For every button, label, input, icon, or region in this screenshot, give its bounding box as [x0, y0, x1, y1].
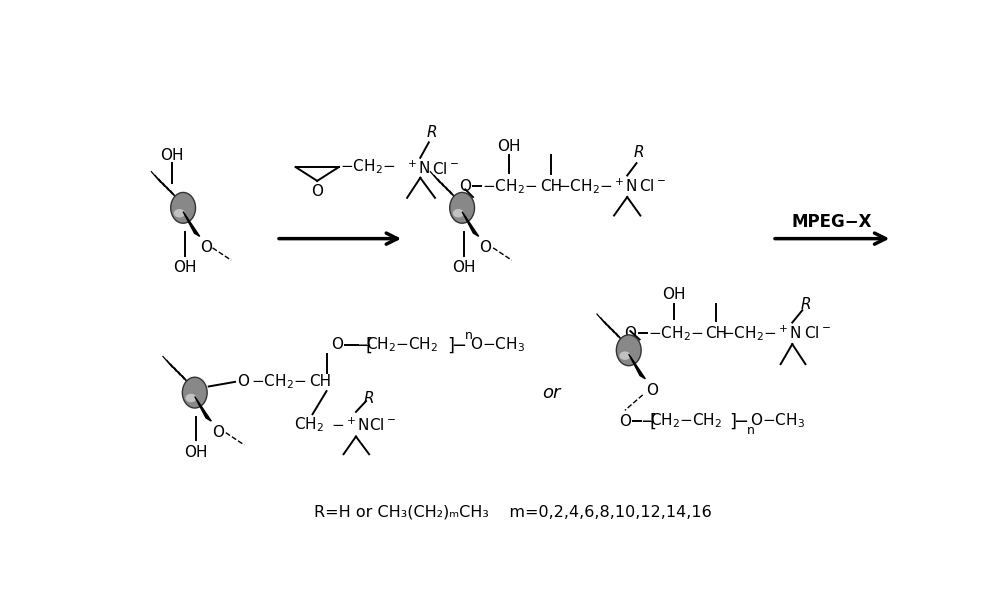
- Ellipse shape: [453, 209, 464, 217]
- Text: Cl$^-$: Cl$^-$: [369, 417, 396, 433]
- Text: Cl$^-$: Cl$^-$: [639, 178, 665, 194]
- Text: or: or: [542, 384, 560, 401]
- Text: $-\!\![$: $-\!\![$: [356, 335, 373, 354]
- Ellipse shape: [616, 335, 641, 365]
- Polygon shape: [629, 354, 645, 379]
- Text: CH$_2$$-$CH$_2$: CH$_2$$-$CH$_2$: [366, 336, 439, 354]
- Ellipse shape: [182, 377, 207, 408]
- Text: O: O: [619, 414, 631, 429]
- Ellipse shape: [450, 192, 475, 224]
- Text: $]\!\!-$: $]\!\!-$: [729, 411, 749, 431]
- Text: O$-$CH$_3$: O$-$CH$_3$: [470, 336, 524, 354]
- Text: $-$CH$_2$$-$: $-$CH$_2$$-$: [648, 324, 703, 343]
- Text: $^+$N: $^+$N: [776, 325, 802, 342]
- Text: R: R: [800, 297, 811, 312]
- Text: R: R: [427, 125, 437, 140]
- Ellipse shape: [174, 209, 185, 217]
- Text: CH: CH: [309, 375, 331, 389]
- Text: O: O: [331, 337, 343, 353]
- Text: $^+$N: $^+$N: [612, 178, 638, 195]
- Polygon shape: [462, 212, 479, 236]
- Text: $]\!\!-$: $]\!\!-$: [447, 335, 467, 354]
- Text: CH$_2$: CH$_2$: [294, 415, 324, 434]
- Text: O: O: [212, 425, 224, 440]
- Text: n: n: [747, 424, 755, 437]
- Text: $-$CH$_2$$-$: $-$CH$_2$$-$: [721, 324, 777, 343]
- Text: $-\!\![$: $-\!\![$: [640, 411, 656, 431]
- Text: OH: OH: [497, 139, 520, 153]
- Text: O: O: [459, 179, 471, 194]
- Text: CH: CH: [705, 326, 727, 341]
- Ellipse shape: [619, 351, 631, 360]
- Text: O: O: [200, 241, 212, 255]
- Text: OH: OH: [452, 261, 475, 275]
- Text: O: O: [479, 241, 491, 255]
- Text: R: R: [634, 145, 644, 160]
- Text: MPEG−X: MPEG−X: [792, 213, 872, 231]
- Polygon shape: [183, 212, 200, 236]
- Ellipse shape: [185, 394, 197, 403]
- Text: $-$CH$_2$$-$: $-$CH$_2$$-$: [251, 373, 306, 391]
- Text: Cl$^-$: Cl$^-$: [432, 161, 459, 177]
- Text: CH: CH: [540, 179, 562, 194]
- Text: O$-$CH$_3$: O$-$CH$_3$: [750, 412, 805, 431]
- Text: O: O: [624, 326, 636, 341]
- Text: n: n: [465, 329, 473, 342]
- Text: OH: OH: [161, 148, 184, 163]
- Text: O: O: [237, 375, 249, 389]
- Text: $-$CH$_2$$-$: $-$CH$_2$$-$: [340, 158, 395, 177]
- Text: O: O: [311, 184, 323, 199]
- Text: O: O: [646, 383, 658, 398]
- Text: $-$CH$_2$$-$: $-$CH$_2$$-$: [557, 177, 612, 195]
- Text: $-$CH$_2$$-$: $-$CH$_2$$-$: [482, 177, 538, 195]
- Text: R: R: [364, 392, 374, 406]
- Polygon shape: [195, 396, 211, 421]
- Text: OH: OH: [662, 287, 685, 302]
- Ellipse shape: [171, 192, 196, 224]
- Text: $-$$^+$N: $-$$^+$N: [331, 417, 369, 434]
- Text: CH$_2$$-$CH$_2$: CH$_2$$-$CH$_2$: [650, 412, 722, 431]
- Text: OH: OH: [173, 261, 196, 275]
- Text: OH: OH: [185, 445, 208, 460]
- Text: $^+$N: $^+$N: [405, 160, 431, 177]
- Text: Cl$^-$: Cl$^-$: [804, 325, 831, 341]
- Text: R=H or CH₃(CH₂)ₘCH₃    m=0,2,4,6,8,10,12,14,16: R=H or CH₃(CH₂)ₘCH₃ m=0,2,4,6,8,10,12,14…: [314, 504, 711, 519]
